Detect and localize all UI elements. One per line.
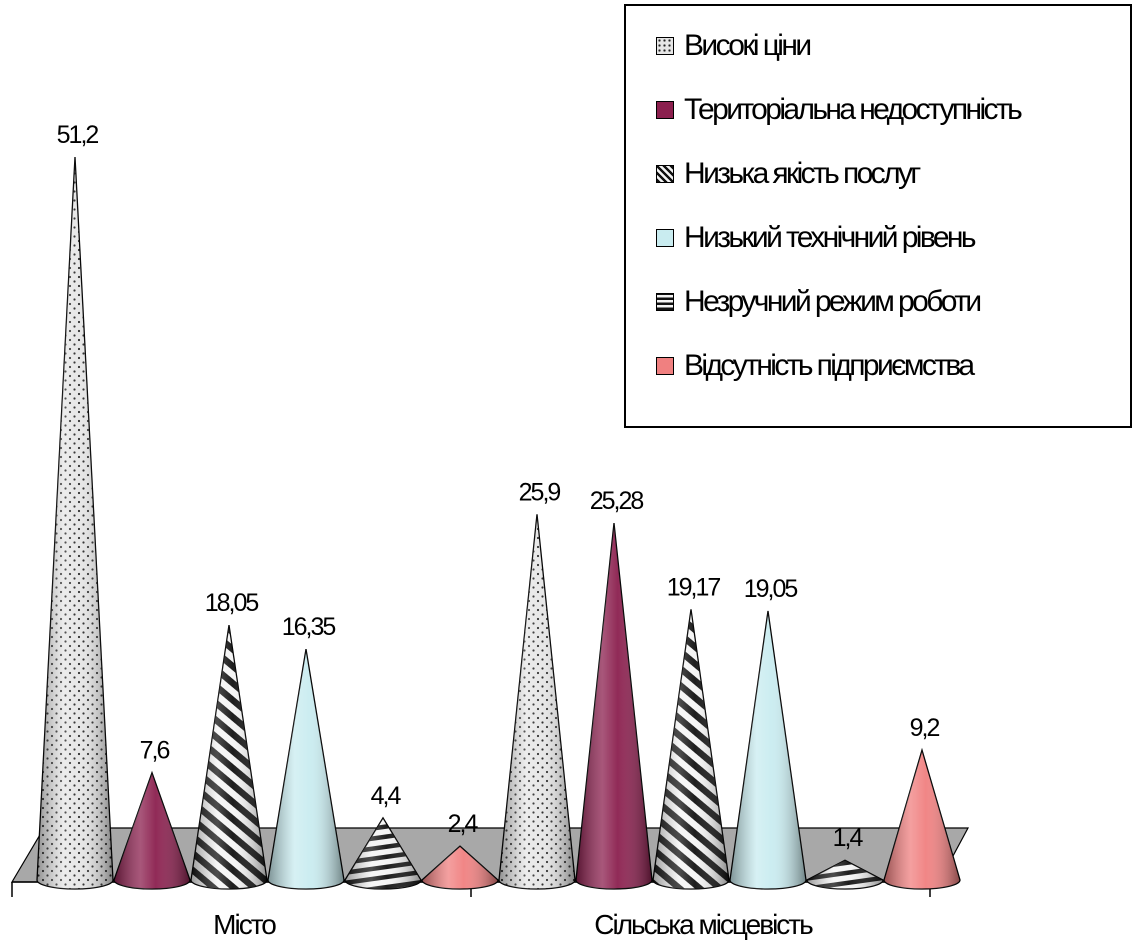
category-labels: Місто Сільська місцевість: [213, 909, 815, 940]
legend-label: Низький технічний рівень: [684, 221, 977, 254]
legend-label: Високі ціни: [684, 29, 812, 62]
data-label: 7,6: [140, 737, 170, 765]
legend-swatch: [656, 229, 674, 247]
data-label: 25,9: [519, 478, 561, 506]
data-label: 19,05: [744, 575, 798, 603]
legend: Високі ціни Територіальна недоступність Ни…: [624, 4, 1132, 428]
cone-1-silska: [498, 514, 576, 890]
legend-swatch: [656, 293, 674, 311]
cone-3-silska: [652, 609, 730, 890]
cone-6-silska: [883, 747, 961, 890]
legend-label: Низька якість послуг: [684, 157, 921, 190]
data-label: 4,4: [371, 782, 402, 810]
data-label: 9,2: [910, 714, 940, 742]
cone-shading: [345, 817, 421, 889]
legend-swatch: [656, 101, 674, 119]
legend-label: Відсутність підприємства: [684, 349, 975, 382]
cone-shading: [653, 609, 729, 889]
cone-shading: [576, 523, 652, 889]
cone-4-silska: [729, 610, 807, 890]
cone-shading: [422, 846, 498, 889]
cone-5-misto: [344, 816, 422, 890]
legend-item: Відсутність підприємства: [656, 348, 975, 384]
cone-2-silska: [575, 522, 653, 890]
cone-shading: [884, 750, 960, 889]
data-label: 51,2: [57, 121, 99, 149]
legend-item: Незручний режим роботи: [656, 284, 982, 320]
legend-item: Низький технічний рівень: [656, 220, 977, 256]
data-label: 19,17: [667, 573, 721, 601]
cone-4-misto: [267, 649, 345, 890]
cone-shading: [37, 157, 113, 889]
cone-1-misto: [36, 156, 114, 890]
cone-shading: [499, 514, 575, 889]
legend-swatch: [656, 37, 674, 55]
cone-shading: [114, 772, 190, 889]
data-label: 1,4: [833, 824, 864, 852]
cone-5-silska: [806, 859, 884, 890]
category-label: Місто: [213, 909, 276, 940]
data-label: 18,05: [205, 589, 259, 617]
cone-2-misto: [113, 770, 191, 890]
cone-6-misto: [421, 845, 499, 890]
cone-shading: [268, 649, 344, 889]
legend-swatch: [656, 165, 674, 183]
cone-marks: [36, 156, 961, 890]
cone-shading: [730, 610, 806, 889]
legend-item: Високі ціни: [656, 28, 812, 64]
data-label: 16,35: [282, 613, 336, 641]
cone-shading: [807, 860, 883, 889]
legend-item: Територіальна недоступність: [656, 92, 1023, 128]
category-label: Сільська місцевість: [594, 909, 813, 940]
data-label: 2,4: [448, 810, 479, 838]
cone-shading: [191, 625, 267, 889]
legend-label: Незручний режим роботи: [684, 285, 982, 318]
data-labels: 51,2 7,6 18,05 16,35 4,4 2,4 25,9 25,28 19,17 19,…: [57, 121, 942, 852]
data-label: 25,28: [590, 487, 644, 515]
cone-3-misto: [190, 625, 268, 890]
legend-label: Територіальна недоступність: [684, 93, 1023, 126]
legend-item: Низька якість послуг: [656, 156, 921, 192]
legend-swatch: [656, 357, 674, 375]
